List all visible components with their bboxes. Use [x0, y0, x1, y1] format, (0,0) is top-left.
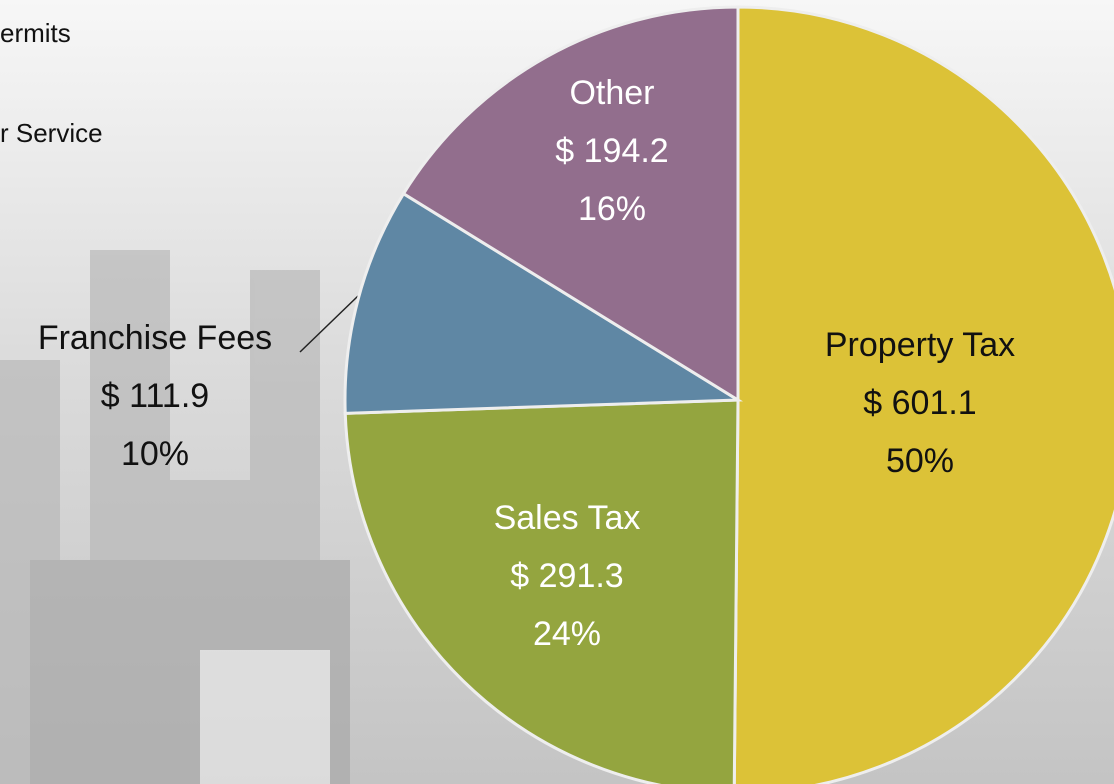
side-text: ermits [0, 18, 71, 48]
value-label: $ 291.3 [510, 557, 623, 595]
slice-label: Franchise Fees [38, 319, 272, 357]
side-text: r Service [0, 118, 103, 148]
slice-label: Sales Tax [494, 499, 641, 537]
leader-line [299, 295, 359, 353]
percent-label: 24% [533, 615, 601, 653]
pie-slice [732, 5, 1114, 784]
percent-label: 50% [886, 442, 954, 480]
city-silhouette [0, 250, 350, 784]
slice-label: Property Tax [825, 326, 1015, 364]
pie-slice [401, 5, 740, 403]
percent-label: 16% [578, 190, 646, 228]
value-label: $ 194.2 [555, 132, 668, 170]
value-label: $ 601.1 [863, 384, 976, 422]
pie-slice [343, 398, 740, 784]
slice-label: Other [569, 74, 654, 112]
pie-slice [343, 191, 744, 415]
percent-label: 10% [121, 435, 189, 473]
value-label: $ 111.9 [101, 377, 209, 415]
